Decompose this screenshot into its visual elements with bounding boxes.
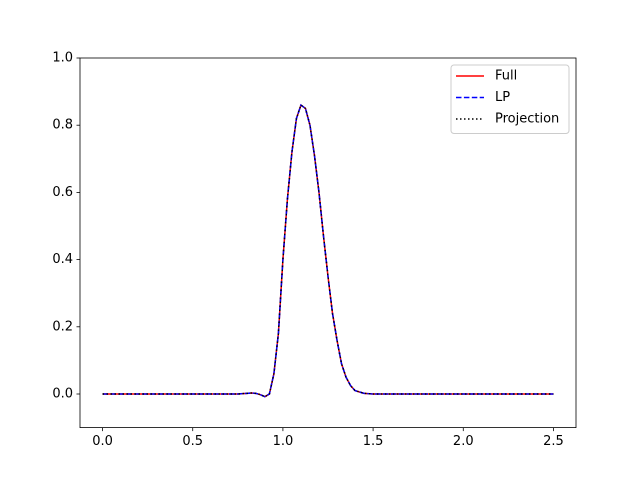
legend-box	[450, 64, 570, 134]
data-line	[102, 103, 554, 398]
x-tick-label: 2.5	[543, 434, 564, 449]
axes-frame	[79, 57, 577, 429]
y-tick-label: 1.0	[52, 51, 73, 66]
x-tick-label: 0.0	[92, 434, 113, 449]
y-tick-label: 0.6	[52, 185, 73, 200]
data-line	[102, 103, 554, 398]
legend-label: Projection	[495, 112, 559, 127]
x-tick-label: 1.0	[273, 434, 294, 449]
x-tick-label: 2.0	[453, 434, 474, 449]
legend-label: LP	[495, 90, 510, 105]
legend-label: Full	[495, 69, 517, 84]
x-tick-label: 0.5	[182, 434, 203, 449]
y-tick-label: 0.0	[52, 387, 73, 402]
y-tick-label: 0.8	[52, 118, 73, 133]
legend: Full LP Projection	[450, 64, 570, 134]
x-tick-label: 1.5	[363, 434, 384, 449]
y-tick-label: 0.4	[52, 252, 73, 267]
data-line	[102, 103, 554, 398]
y-tick-label: 0.2	[52, 319, 73, 334]
